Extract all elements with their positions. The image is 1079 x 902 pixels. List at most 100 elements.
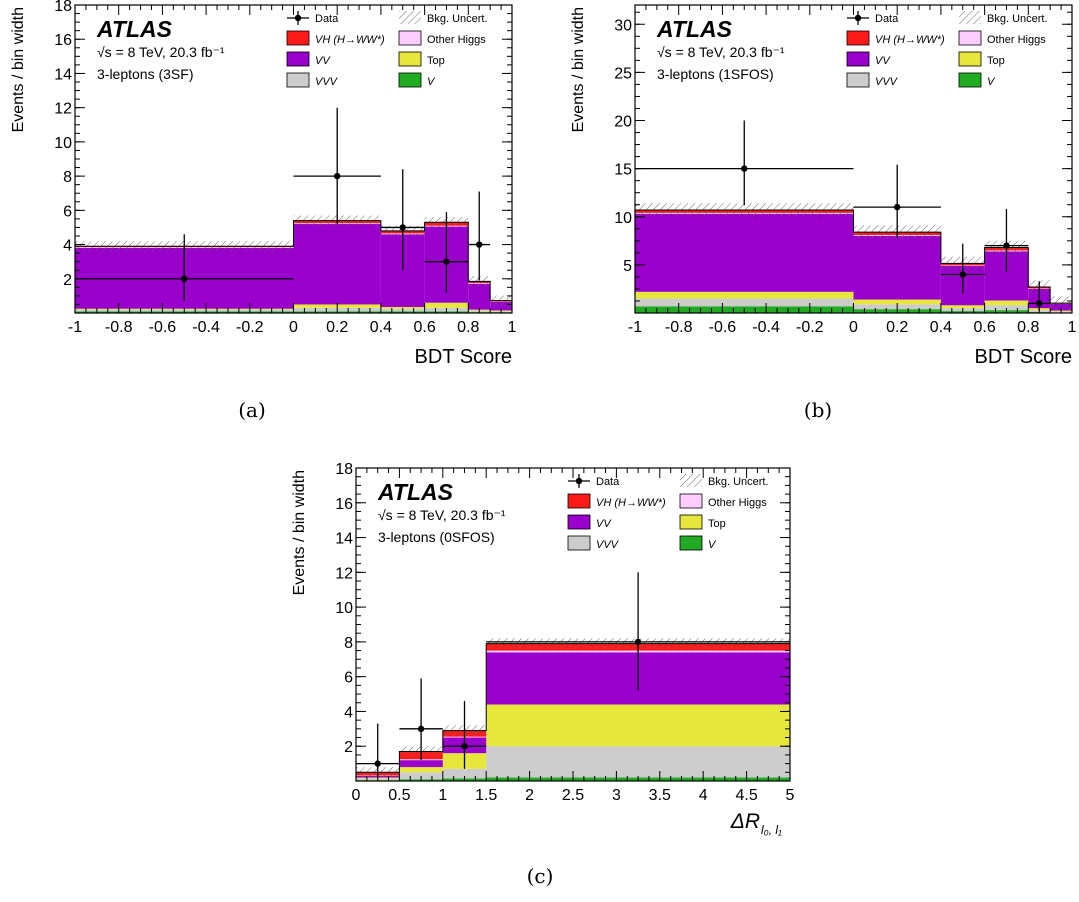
y-tick-label: 18 xyxy=(54,0,72,15)
legend-top-label: Top xyxy=(987,55,1005,67)
legend-bkg-swatch xyxy=(680,474,702,487)
legend-other-higgs-label: Other Higgs xyxy=(987,34,1046,46)
legend-vvv-label: VVV xyxy=(875,76,899,88)
data-point-0 xyxy=(181,276,187,282)
region-label: 3-leptons (1SFOS) xyxy=(657,66,774,82)
legend-vv-label: VV xyxy=(596,518,612,530)
x-tick-label: -1 xyxy=(628,319,642,336)
x-tick-label: -0.4 xyxy=(192,319,220,336)
bar-top-bin-1 xyxy=(399,767,442,772)
legend-v-label: V xyxy=(427,76,436,88)
legend-bkg-swatch xyxy=(959,11,981,24)
x-tick-label: 1 xyxy=(438,787,447,804)
data-point-2 xyxy=(461,743,467,749)
x-tick-label: 4 xyxy=(699,787,708,804)
x-tick-label: 0.8 xyxy=(457,319,479,336)
energy-lumi-label: √s = 8 TeV, 20.3 fb⁻¹ xyxy=(97,44,225,60)
legend-vh-swatch xyxy=(847,31,869,45)
y-tick-label: 4 xyxy=(63,238,72,255)
x-tick-label: 0.8 xyxy=(1017,319,1039,336)
legend-v-swatch xyxy=(680,536,702,550)
bar-vvv-bin-3 xyxy=(486,746,790,777)
legend-vvv-label: VVV xyxy=(315,76,339,88)
y-tick-label: 10 xyxy=(335,600,353,617)
bar-top-bin-0 xyxy=(635,292,854,299)
x-axis-label: BDT Score xyxy=(975,346,1072,368)
atlas-label: ATLAS xyxy=(377,479,454,505)
bar-top-bin-3 xyxy=(486,704,790,746)
data-point-4 xyxy=(476,241,482,247)
legend-other-higgs-swatch xyxy=(680,494,702,508)
y-tick-label: 8 xyxy=(63,169,72,186)
legend-data-label: Data xyxy=(875,13,899,25)
legend-data-label: Data xyxy=(315,13,339,25)
legend-vvv-swatch xyxy=(568,536,590,550)
x-tick-label: 0 xyxy=(352,787,361,804)
y-tick-label: 25 xyxy=(614,65,632,82)
x-tick-label: -0.4 xyxy=(752,319,780,336)
y-tick-label: 12 xyxy=(54,101,72,118)
data-point-4 xyxy=(1036,300,1042,306)
legend-other-higgs-label: Other Higgs xyxy=(427,34,486,46)
x-tick-label: 3 xyxy=(612,787,621,804)
x-tick-label: 1.5 xyxy=(475,787,497,804)
y-tick-label: 2 xyxy=(344,739,353,756)
y-axis-label: Events / bin width xyxy=(10,7,27,132)
legend-vv-swatch xyxy=(287,52,309,66)
data-point-3 xyxy=(635,639,641,645)
legend-vv-swatch xyxy=(847,52,869,66)
legend-top-swatch xyxy=(399,52,421,66)
data-point-0 xyxy=(741,165,747,171)
y-axis-label: Events / bin width xyxy=(570,7,587,132)
data-point-1 xyxy=(334,173,340,179)
energy-lumi-label: √s = 8 TeV, 20.3 fb⁻¹ xyxy=(378,507,506,523)
x-tick-label: 2.5 xyxy=(562,787,584,804)
x-tick-label: 0 xyxy=(849,319,858,336)
x-axis-label: BDT Score xyxy=(415,346,512,368)
data-point-1 xyxy=(418,726,424,732)
y-tick-label: 30 xyxy=(614,17,632,34)
bar-vv-bin-0 xyxy=(635,214,854,292)
data-point-2 xyxy=(960,271,966,277)
x-tick-label: 0.6 xyxy=(413,319,435,336)
y-tick-label: 5 xyxy=(623,258,632,275)
legend-bkg-swatch xyxy=(399,11,421,24)
legend-data-marker xyxy=(855,15,861,21)
data-point-2 xyxy=(400,224,406,230)
legend-bkg-label: Bkg. Uncert. xyxy=(708,476,769,488)
x-tick-label: -0.6 xyxy=(709,319,737,336)
legend-vvv-swatch xyxy=(287,73,309,87)
y-tick-label: 16 xyxy=(54,32,72,49)
legend-data-marker xyxy=(576,478,582,484)
x-tick-label: 0.6 xyxy=(973,319,995,336)
bar-vv-bin-1 xyxy=(854,236,941,300)
y-tick-label: 15 xyxy=(614,162,632,179)
bar-vv-bin-4 xyxy=(468,284,490,310)
bar-top-bin-3 xyxy=(985,300,1029,305)
y-axis-label: Events / bin width xyxy=(291,470,308,595)
y-tick-label: 4 xyxy=(344,704,353,721)
legend-v-label: V xyxy=(987,76,996,88)
x-tick-label: 5 xyxy=(786,787,795,804)
caption-a: (a) xyxy=(238,398,266,422)
legend-v-swatch xyxy=(399,73,421,87)
x-tick-label: 3.5 xyxy=(649,787,671,804)
x-tick-label: -0.8 xyxy=(665,319,693,336)
x-axis-label-subscript: l₀, l₁ xyxy=(761,823,782,837)
legend-bkg-label: Bkg. Uncert. xyxy=(987,13,1048,25)
legend-vvv-swatch xyxy=(847,73,869,87)
legend-vv-label: VV xyxy=(875,55,891,67)
x-tick-label: 0 xyxy=(289,319,298,336)
legend-vh-label: VH (H→WW*) xyxy=(875,34,945,46)
data-point-3 xyxy=(1003,242,1009,248)
legend-other-higgs-swatch xyxy=(959,31,981,45)
atlas-label: ATLAS xyxy=(96,16,173,42)
region-label: 3-leptons (0SFOS) xyxy=(378,529,495,545)
y-tick-label: 12 xyxy=(335,565,353,582)
y-tick-label: 10 xyxy=(54,135,72,152)
bar-vvv-bin-0 xyxy=(635,299,854,307)
legend-bkg-label: Bkg. Uncert. xyxy=(427,13,488,25)
